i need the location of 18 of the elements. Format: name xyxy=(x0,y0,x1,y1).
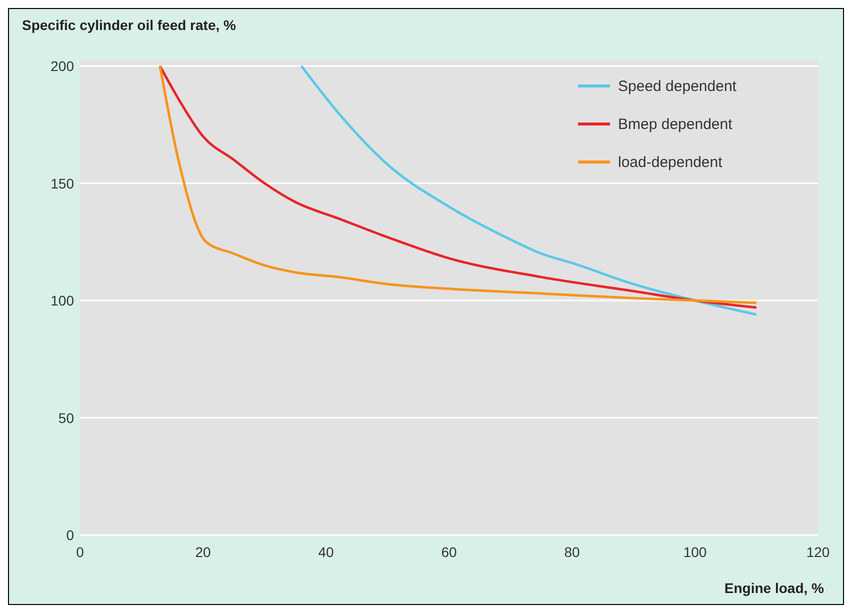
y-tick-label: 200 xyxy=(50,58,74,74)
legend-label: Bmep dependent xyxy=(618,116,734,133)
y-axis-title: Specific cylinder oil feed rate, % xyxy=(22,17,237,33)
x-tick-label: 80 xyxy=(564,544,580,560)
x-tick-label: 0 xyxy=(76,544,84,560)
x-tick-label: 40 xyxy=(318,544,334,560)
legend-label: Speed dependent xyxy=(618,78,738,95)
y-tick-label: 100 xyxy=(50,292,74,308)
line-series xyxy=(300,64,758,316)
x-tick-label: 100 xyxy=(683,544,707,560)
y-tick-label: 50 xyxy=(58,410,74,426)
y-tick-label: 0 xyxy=(66,527,74,543)
x-axis-title: Engine load, % xyxy=(724,580,825,596)
legend-label: load-dependent xyxy=(618,154,724,171)
x-tick-label: 20 xyxy=(195,544,211,560)
x-tick-label: 120 xyxy=(806,544,830,560)
y-tick-label: 150 xyxy=(50,175,74,192)
x-tick-label: 60 xyxy=(441,544,457,560)
